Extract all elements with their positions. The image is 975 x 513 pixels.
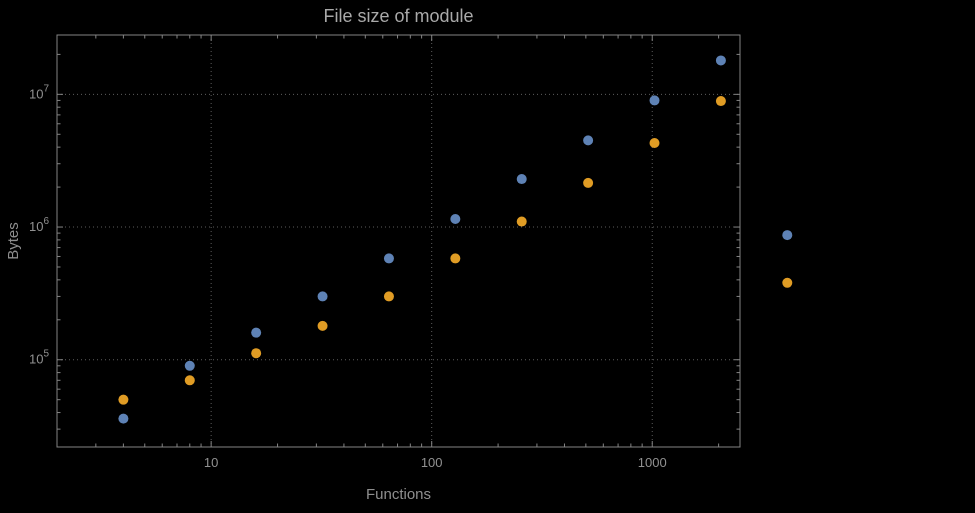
orange-series-point [317, 320, 328, 331]
blue-series-point [782, 230, 793, 241]
y-tick-label: 107 [29, 83, 49, 101]
blue-series-point [184, 360, 195, 371]
blue-series-point [649, 95, 660, 106]
x-tick-label: 1000 [638, 455, 667, 470]
x-tick-label: 10 [204, 455, 218, 470]
orange-series-point [251, 348, 262, 359]
orange-series-point [583, 177, 594, 188]
y-tick-label: 106 [29, 216, 49, 234]
chart-title: File size of module [323, 6, 474, 26]
orange-series-point [782, 277, 793, 288]
blue-series-point [583, 135, 594, 146]
orange-series-point [118, 394, 129, 405]
blue-series-point [383, 253, 394, 264]
x-tick-label: 100 [421, 455, 443, 470]
orange-series-point [383, 291, 394, 302]
orange-series-point [649, 137, 660, 148]
blue-series-point [317, 291, 328, 302]
plot-frame [56, 34, 741, 448]
orange-series-point [450, 253, 461, 264]
y-tick-label: 105 [29, 349, 49, 367]
orange-series-point [715, 96, 726, 107]
x-axis-label: Functions [365, 486, 432, 503]
blue-series-point [118, 413, 129, 424]
blue-series-point [251, 327, 262, 338]
orange-series-point [516, 216, 527, 227]
blue-series-point [516, 174, 527, 185]
blue-series-point [715, 55, 726, 66]
blue-series-point [450, 213, 461, 224]
orange-series-point [184, 375, 195, 386]
